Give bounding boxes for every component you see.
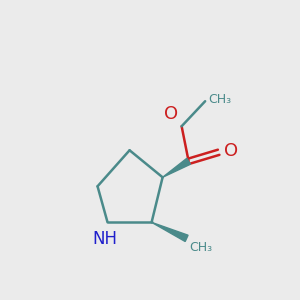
Polygon shape [152,222,188,242]
Text: O: O [224,142,238,160]
Text: CH₃: CH₃ [190,242,213,254]
Polygon shape [163,158,190,177]
Text: CH₃: CH₃ [208,93,231,106]
Text: O: O [164,105,178,123]
Text: NH: NH [93,230,118,248]
